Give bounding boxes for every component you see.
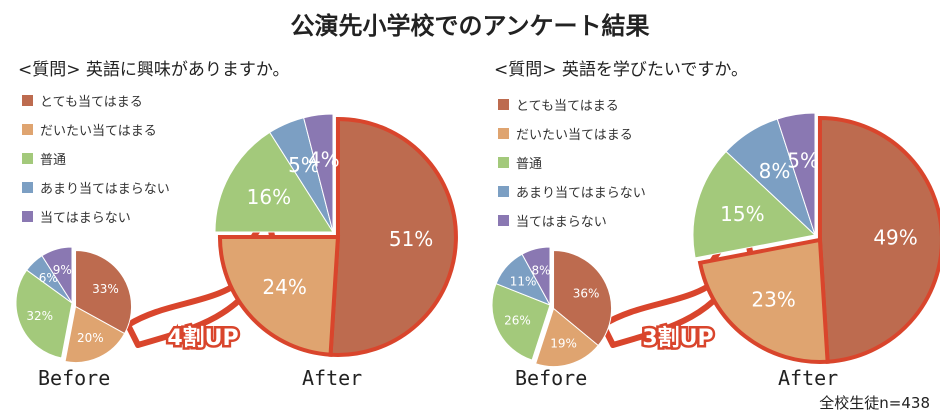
pie-slice: [697, 237, 830, 364]
pie-slice: [64, 305, 126, 364]
pie-slice: [217, 234, 341, 357]
slice-label: 36%: [573, 286, 600, 300]
pie-slice: [328, 116, 458, 357]
pie-slice: [534, 307, 599, 368]
slice-label: 8%: [759, 159, 791, 183]
slice-label: 4%: [308, 147, 340, 171]
pie-slice: [214, 131, 334, 233]
question-2: <質問> 英語を学びたいですか。: [494, 60, 749, 80]
increase-badge: 4割UP: [167, 325, 238, 351]
legend-item: 普通: [22, 144, 170, 173]
legend-item: だいたい当てはまる: [498, 119, 646, 148]
pie-slice: [15, 269, 73, 359]
slice-label: 26%: [504, 314, 531, 328]
slice-label: 20%: [77, 331, 104, 345]
slice-label: 23%: [751, 288, 795, 312]
legend-item: 普通: [498, 148, 646, 177]
legend-item: だいたい当てはまる: [22, 115, 170, 144]
slice-label: 15%: [720, 202, 764, 226]
pie-slice: [491, 282, 551, 361]
legend-2: とても当てはまる だいたい当てはまる 普通 あまり当てはまらない 当てはまらない: [498, 90, 646, 235]
slice-label: 51%: [389, 227, 433, 251]
slice-label: 24%: [262, 275, 306, 299]
legend-item: あまり当てはまらない: [498, 177, 646, 206]
slice-label: 32%: [26, 309, 53, 323]
slice-label: 11%: [510, 274, 537, 288]
legend-item: 当てはまらない: [498, 206, 646, 235]
slice-label: 8%: [532, 263, 551, 277]
after-label-1: After: [302, 366, 363, 390]
slice-label: 49%: [873, 226, 917, 250]
after-pie-1: 51%24%16%5%4%: [214, 113, 458, 357]
before-label-1: Before: [38, 366, 111, 390]
pie-slice: [776, 112, 816, 236]
pie-slice: [817, 115, 940, 364]
before-label-2: Before: [515, 366, 588, 390]
legend-item: あまり当てはまらない: [22, 173, 170, 202]
after-pie-2: 49% 23% 15% 8%5%: [692, 112, 940, 364]
slice-label: 6%: [39, 271, 58, 285]
slice-label: 9%: [53, 263, 72, 277]
pie-slice: [553, 250, 612, 347]
after-label-2: After: [778, 366, 839, 390]
legend-item: とても当てはまる: [22, 86, 170, 115]
legend-item: 当てはまらない: [22, 202, 170, 231]
slice-label: 33%: [92, 282, 119, 296]
before-pie-2: 36% 19% 26% 11%8%: [491, 246, 612, 368]
pie-slice: [692, 150, 817, 259]
legend-item: とても当てはまる: [498, 90, 646, 119]
pie-slice: [521, 246, 551, 306]
pie-slice: [41, 246, 73, 305]
question-1: <質問> 英語に興味がありますか。: [18, 60, 290, 80]
increase-badge: 3割UP: [642, 325, 713, 351]
pie-slice: [303, 113, 334, 233]
before-pie-1: 33% 20% 32% 6%9%: [15, 246, 132, 364]
slice-label: 5%: [787, 148, 819, 172]
pie-slice: [75, 250, 132, 335]
slice-label: 16%: [247, 185, 291, 209]
sample-size-note: 全校生徒n=438: [819, 394, 930, 412]
legend-1: とても当てはまる だいたい当てはまる 普通 あまり当てはまらない 当てはまらない: [22, 86, 170, 231]
slice-label: 19%: [550, 336, 577, 350]
chart-title: 公演先小学校でのアンケート結果: [290, 12, 650, 40]
